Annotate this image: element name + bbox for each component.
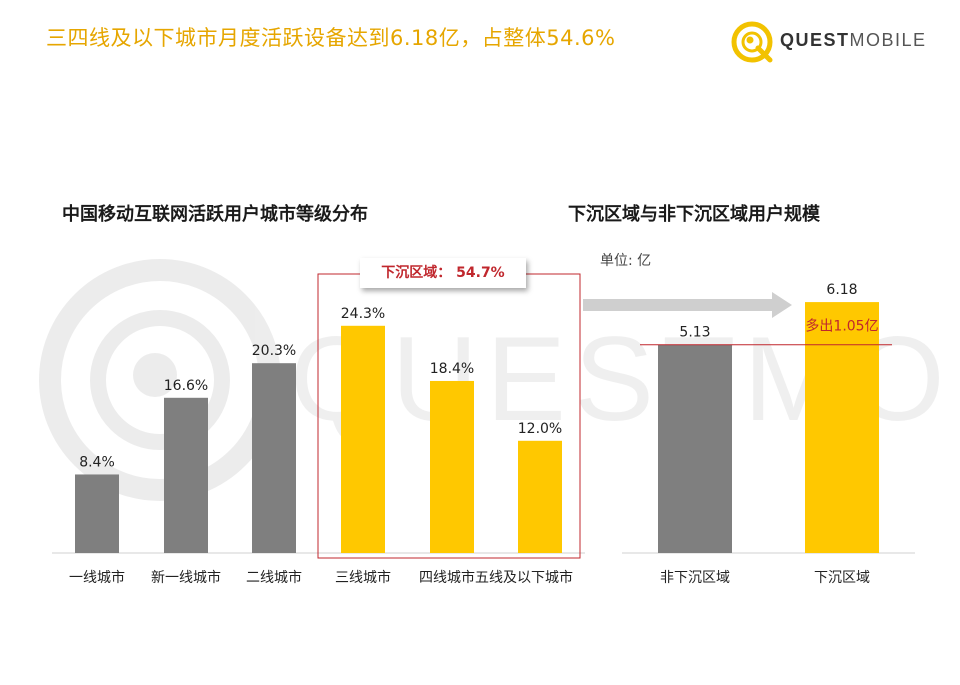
page-headline: 三四线及以下城市月度活跃设备达到6.18亿，占整体54.6% [46,26,616,50]
category-label: 三线城市 [335,569,391,586]
category-label: 一线城市 [69,569,125,586]
data-label: 24.3% [341,306,385,322]
bar [252,363,296,553]
bar [430,380,474,553]
bar [805,302,879,553]
difference-label: 多出1.05亿 [805,318,878,335]
data-label: 18.4% [430,361,474,377]
category-label: 二线城市 [246,569,302,586]
arrow-shape [583,292,792,318]
category-label: 下沉区域 [814,570,870,586]
right-chart-title: 下沉区域与非下沉区域用户规模 [568,204,820,225]
bar [518,440,562,553]
data-label: 6.18 [826,282,857,298]
sinking-region-callout: 下沉区域： 54.7% [360,258,526,288]
data-label: 5.13 [679,325,710,341]
left-chart-title: 中国移动互联网活跃用户城市等级分布 [62,204,368,225]
bar [658,344,732,553]
category-label: 四线城市五线及以下城市 [419,569,573,586]
unit-label: 单位: 亿 [600,253,652,269]
bar [164,397,208,553]
bar [341,325,385,553]
questmobile-logo: QUESTMOBILE [728,14,928,66]
data-label: 20.3% [252,343,296,359]
logo-wordmark: QUESTMOBILE [780,30,927,50]
bar [75,474,119,553]
category-label: 新一线城市 [151,569,221,586]
data-label: 8.4% [79,454,115,470]
data-label: 12.0% [518,421,562,437]
questmobile-logo-icon [731,21,773,63]
category-label: 非下沉区域 [660,570,730,586]
data-label: 16.6% [164,378,208,394]
